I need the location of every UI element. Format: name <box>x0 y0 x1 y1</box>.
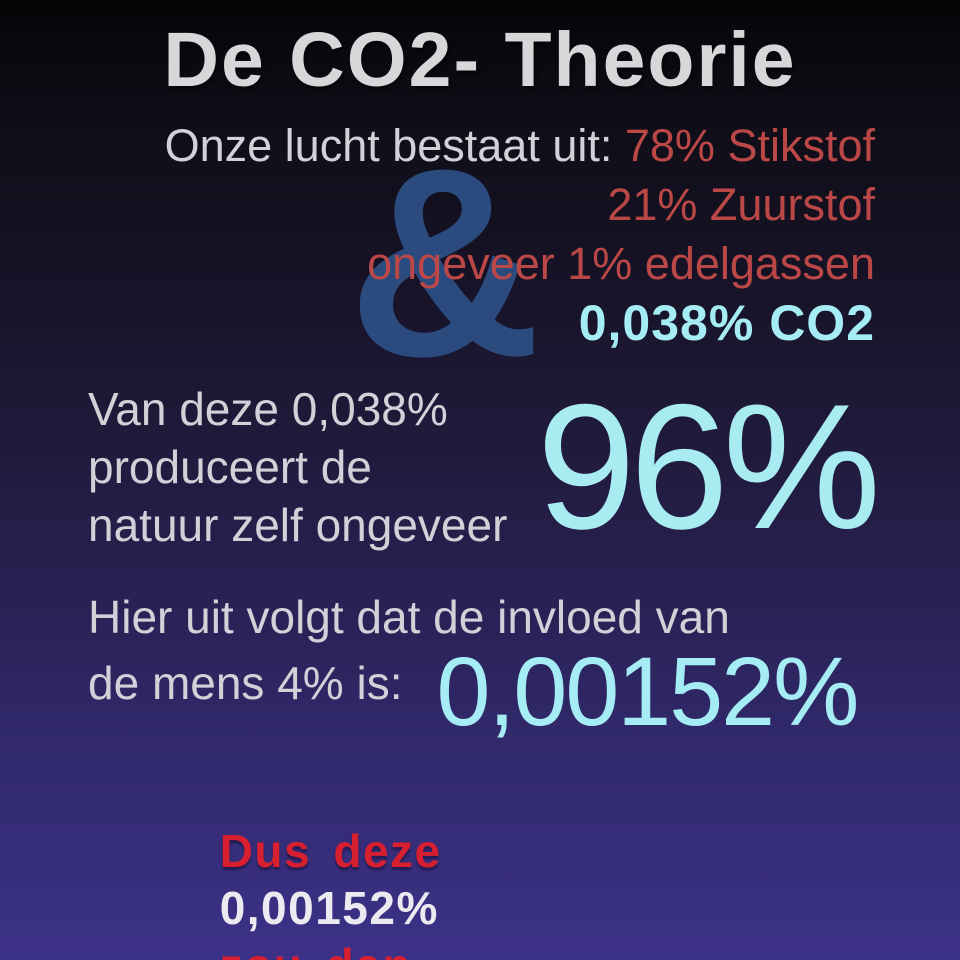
conclusion-value: 0,00152% <box>219 882 439 934</box>
oxygen-value: 21% Zuurstof <box>607 179 875 230</box>
conclusion-block: Dus deze 0,00152% zou dan voor een klima… <box>86 766 920 960</box>
conclusion-part-3: zou dan <box>220 939 412 960</box>
conclusion-part-1: Dus deze <box>219 825 442 877</box>
nature-line-2: produceert de <box>88 441 372 493</box>
top-black-strip <box>0 0 960 14</box>
intro-label: Onze lucht bestaat uit: <box>164 120 625 171</box>
human-influence-value: 0,00152% <box>436 637 859 746</box>
nature-line-1: Van deze 0,038% <box>88 383 448 435</box>
co2-value: 0,038% CO2 <box>578 295 875 351</box>
nature-production-block: Van deze 0,038% produceert de natuur zel… <box>88 367 881 567</box>
human-influence-block: Hier uit volgt dat de invloed van de men… <box>88 588 900 746</box>
noble-gases-value: ongeveer 1% edelgassen <box>367 238 875 289</box>
human-line-1: Hier uit volgt dat de invloed van <box>88 591 730 643</box>
nature-text: Van deze 0,038% produceert de natuur zel… <box>88 380 507 554</box>
nitrogen-value: 78% Stikstof <box>624 120 875 171</box>
human-line-2-label: de mens 4% is: <box>88 657 403 709</box>
human-line-2: de mens 4% is: 0,00152% <box>88 637 900 746</box>
composition-line-1: Onze lucht bestaat uit: 78% Stikstof <box>165 116 875 175</box>
page-title: De CO2- Theorie <box>163 17 797 103</box>
air-composition-block: Onze lucht bestaat uit: 78% Stikstof 21%… <box>165 116 875 351</box>
conclusion-line-1: Dus deze 0,00152% zou dan <box>86 766 920 960</box>
ampersand-watermark: & <box>348 112 542 412</box>
nature-line-3: natuur zelf ongeveer <box>88 499 508 551</box>
nature-percentage: 96% <box>536 367 881 567</box>
